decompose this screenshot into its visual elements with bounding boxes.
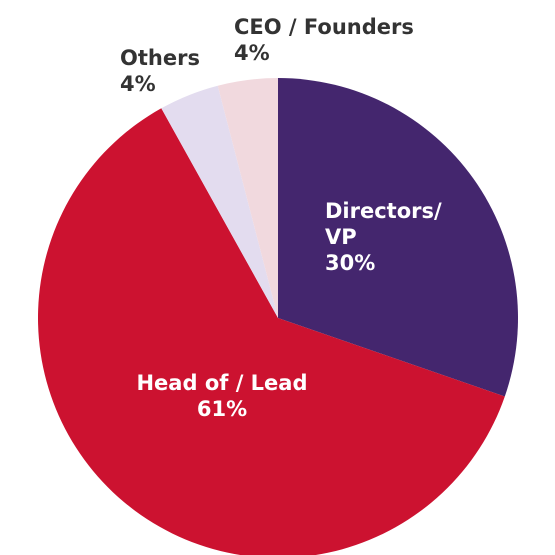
value-label: 30% — [325, 251, 376, 275]
slice-label: Others 4% — [120, 45, 240, 97]
pie-slice — [278, 78, 518, 397]
category-label: Head of / Lead — [136, 371, 308, 395]
slice-label: CEO / Founders 4% — [234, 14, 454, 66]
value-label: 61% — [196, 397, 248, 421]
pie-slice — [38, 108, 505, 555]
category-label: Others — [120, 46, 200, 70]
category-label: Directors/ VP — [325, 199, 442, 249]
value-label: 4% — [234, 41, 270, 65]
slice-label: Directors/ VP 30% — [325, 198, 455, 276]
category-label: CEO / Founders — [234, 15, 414, 39]
slice-label: Head of / Lead 61% — [112, 370, 332, 422]
pie-slice — [161, 85, 278, 318]
pie-slice — [217, 78, 278, 318]
value-label: 4% — [120, 72, 156, 96]
